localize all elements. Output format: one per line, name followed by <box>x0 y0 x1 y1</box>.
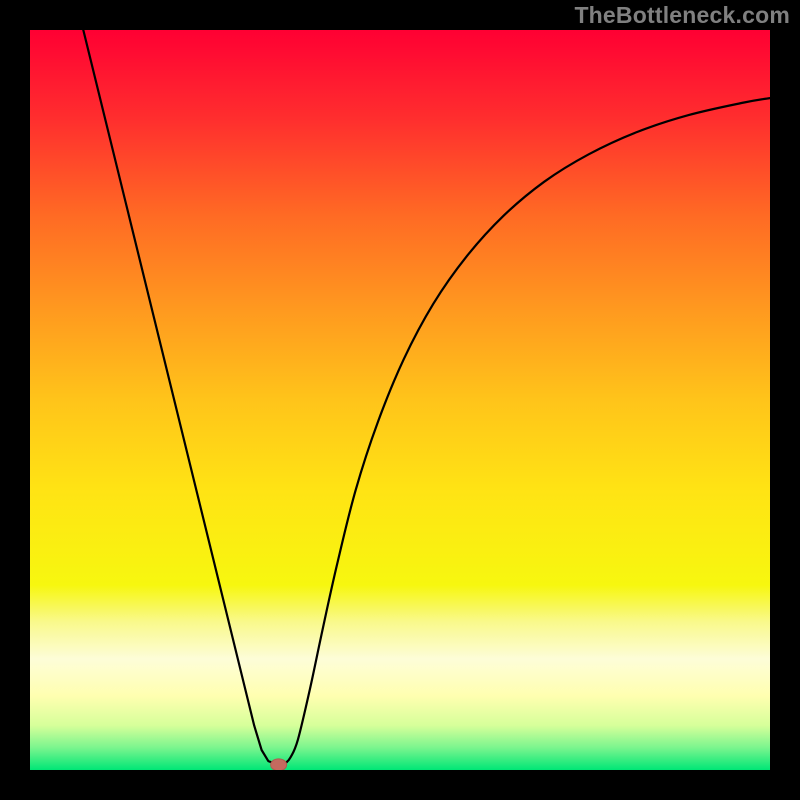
plot-background <box>30 30 770 770</box>
sweet-spot-marker <box>271 759 287 771</box>
watermark-text: TheBottleneck.com <box>574 2 790 29</box>
bottleneck-chart <box>0 0 800 800</box>
chart-frame: { "watermark": { "text": "TheBottleneck.… <box>0 0 800 800</box>
